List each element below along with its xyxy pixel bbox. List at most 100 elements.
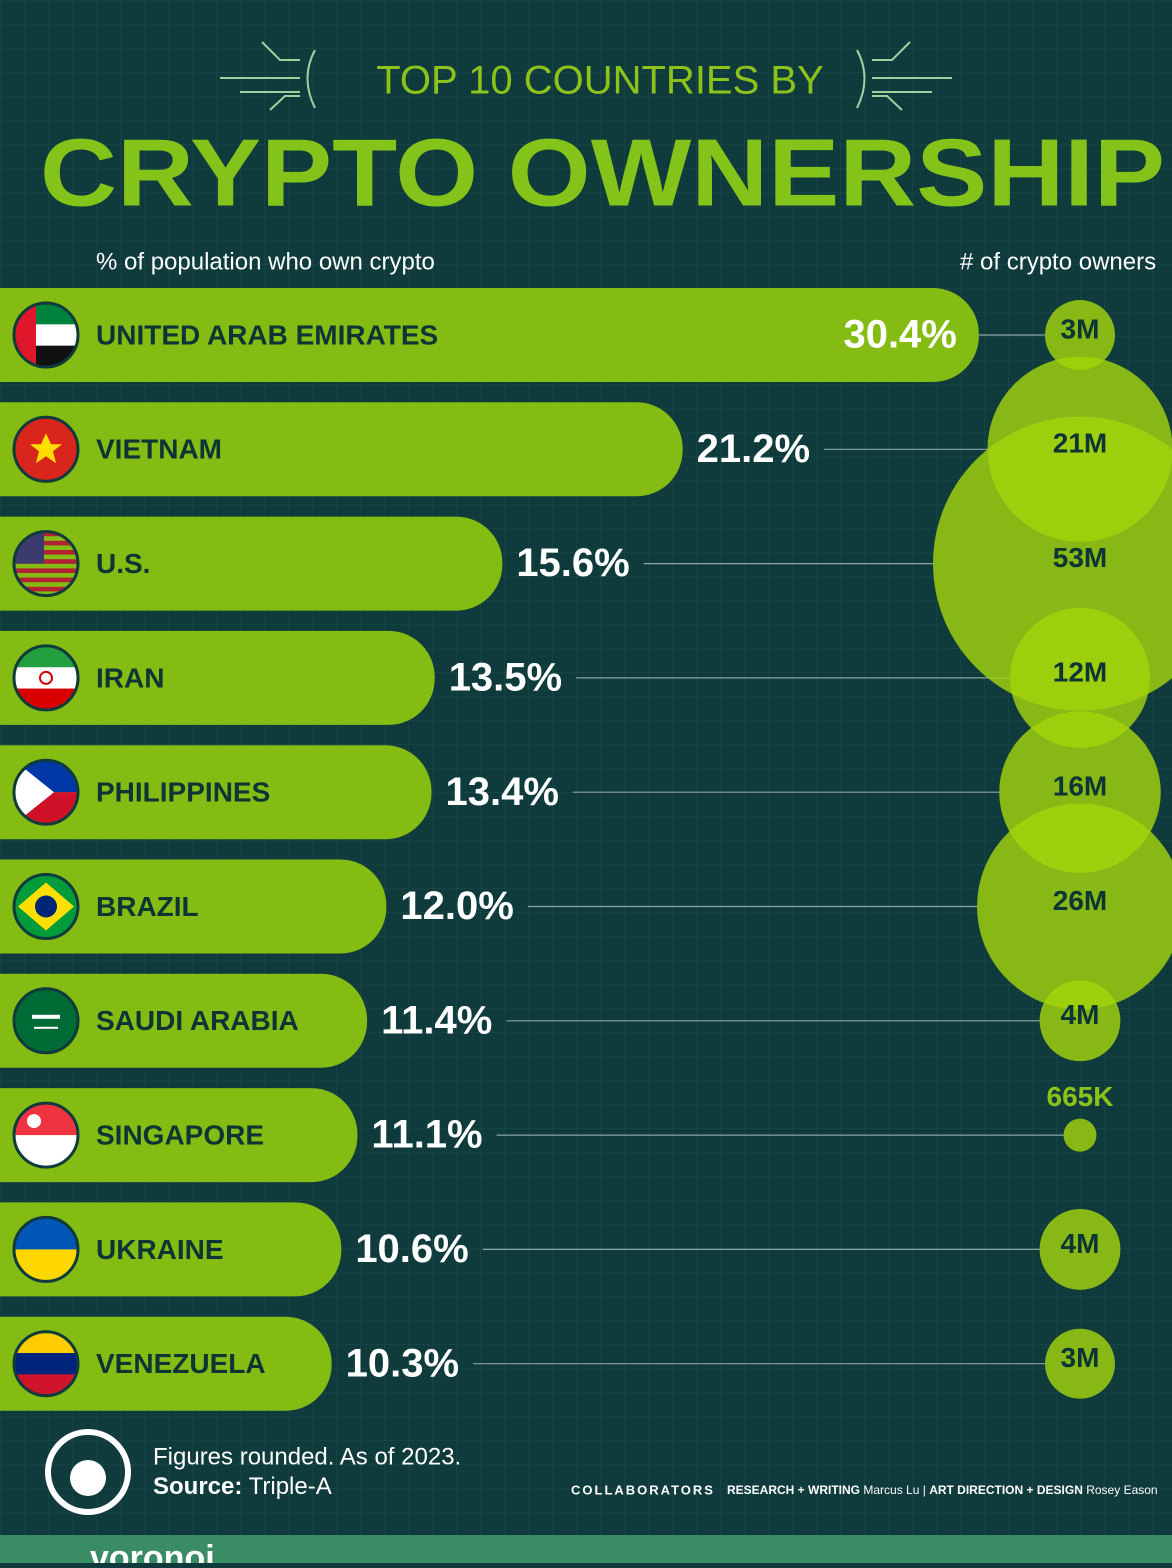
- flag-border: [12, 1101, 80, 1169]
- owners-bubble: [1045, 300, 1115, 370]
- bar: [0, 516, 503, 611]
- category-label: UKRAINE: [96, 1234, 224, 1265]
- flag: [15, 418, 77, 481]
- footer-note: Figures rounded. As of 2023.: [153, 1443, 461, 1470]
- flag-border: [12, 873, 80, 940]
- flag-border: [12, 1330, 80, 1398]
- owners-label: 4M: [1061, 1228, 1100, 1259]
- flag-border: [12, 530, 80, 598]
- subtitle-owners: # of crypto owners: [960, 248, 1156, 275]
- source: Triple-A: [249, 1473, 332, 1500]
- bar: [0, 1088, 358, 1183]
- flag-border: [12, 415, 80, 483]
- value-label: 30.4%: [843, 313, 956, 357]
- flag-border: [12, 1215, 80, 1283]
- flag-border: [12, 987, 80, 1055]
- plot: UNITED ARAB EMIRATES 30.4% VIETNAM 21.2% U.S…: [0, 288, 1172, 1411]
- owners-bubble: [1045, 1328, 1115, 1399]
- owners-bubble: [1063, 1118, 1097, 1152]
- bar: [0, 288, 979, 382]
- credit-name: Marcus Lu: [863, 1483, 919, 1497]
- flag-part: [15, 646, 77, 668]
- flag-part: [15, 1332, 77, 1354]
- owners-bubble: [1039, 980, 1121, 1062]
- value-label: 21.2%: [697, 427, 810, 471]
- flag: [15, 646, 77, 709]
- subtitle: % of population who own crypto: [96, 248, 435, 275]
- flag-part: [15, 1374, 77, 1395]
- category-label: U.S.: [96, 548, 150, 579]
- bar: [0, 1316, 332, 1411]
- category-label: SAUDI ARABIA: [96, 1005, 299, 1036]
- owners-label: 3M: [1061, 1342, 1100, 1373]
- flag-part: [15, 989, 77, 1052]
- bar: [0, 973, 368, 1068]
- flag-part: [15, 559, 77, 564]
- chart-title: CRYPTO OWNERSHIP: [40, 119, 1165, 226]
- owners-bubble: [1039, 1209, 1121, 1290]
- value-label: 13.5%: [449, 655, 562, 699]
- logo-inner: [70, 1460, 106, 1496]
- flag: [15, 1332, 77, 1395]
- flag-part: [15, 532, 77, 537]
- bar: [0, 1202, 342, 1297]
- credits: RESEARCH + WRITING Marcus Lu | ART DIREC…: [727, 1483, 1158, 1497]
- owners-label: 3M: [1061, 313, 1100, 344]
- category-label: IRAN: [96, 662, 164, 693]
- category-label: VIETNAM: [96, 434, 222, 465]
- collaborators: COLLABORATORS: [571, 1482, 715, 1497]
- value-label: 10.6%: [355, 1227, 468, 1271]
- value-label: 15.6%: [516, 541, 629, 585]
- flag-border: [12, 301, 80, 369]
- brand-band: [0, 1535, 1172, 1563]
- flag-part: [15, 540, 77, 546]
- value-label: 11.4%: [381, 998, 492, 1042]
- role: ART DIRECTION + DESIGN: [929, 1483, 1083, 1497]
- owners-label: 12M: [1053, 656, 1107, 687]
- value-label: 13.4%: [445, 770, 558, 814]
- flag: [15, 304, 77, 366]
- value-label: 10.3%: [346, 1341, 459, 1385]
- circuit-decor: [220, 41, 952, 111]
- flag-triangle: [15, 761, 54, 824]
- flag: [15, 875, 77, 938]
- logo: [45, 1429, 131, 1515]
- supertitle: TOP 10 COUNTRIES BY: [376, 59, 824, 103]
- flag-moon: [27, 1114, 41, 1129]
- flag-star: [30, 433, 62, 464]
- category-label: BRAZIL: [96, 891, 199, 922]
- bar: [0, 630, 435, 725]
- bar: [0, 859, 387, 954]
- credit-name: Rosey Eason: [1086, 1483, 1157, 1497]
- flag: [15, 989, 77, 1052]
- category-label: PHILIPPINES: [96, 777, 270, 808]
- owners-label: 4M: [1061, 999, 1100, 1030]
- owners-bubble: [1010, 607, 1150, 748]
- owners-bubble: [977, 803, 1172, 1010]
- flag-part: [15, 577, 77, 583]
- flag-part: [32, 1014, 60, 1019]
- flag-part: [15, 550, 77, 555]
- flag-border: [12, 644, 80, 712]
- source-label: Source:: [153, 1473, 242, 1500]
- value-label: 12.0%: [400, 884, 513, 928]
- owners-label: 665K: [1047, 1081, 1114, 1112]
- flag-part: [15, 667, 77, 690]
- flag-part: [15, 586, 77, 592]
- category-label: VENEZUELA: [96, 1348, 266, 1379]
- owners-label: 26M: [1053, 885, 1107, 916]
- role: RESEARCH + WRITING: [727, 1483, 860, 1497]
- owners-label: 53M: [1053, 542, 1107, 573]
- footer-source: Source: Triple-A: [153, 1473, 332, 1500]
- flag-part: [15, 1353, 77, 1375]
- value-label: 11.1%: [371, 1113, 482, 1157]
- owners-label: 21M: [1053, 428, 1107, 459]
- flag-part: [34, 1026, 58, 1029]
- flag-globe: [35, 895, 57, 918]
- owners-label: 16M: [1053, 771, 1107, 802]
- brand: voronoi: [90, 1539, 215, 1563]
- flag-border: [12, 758, 80, 826]
- category-label: SINGAPORE: [96, 1119, 264, 1150]
